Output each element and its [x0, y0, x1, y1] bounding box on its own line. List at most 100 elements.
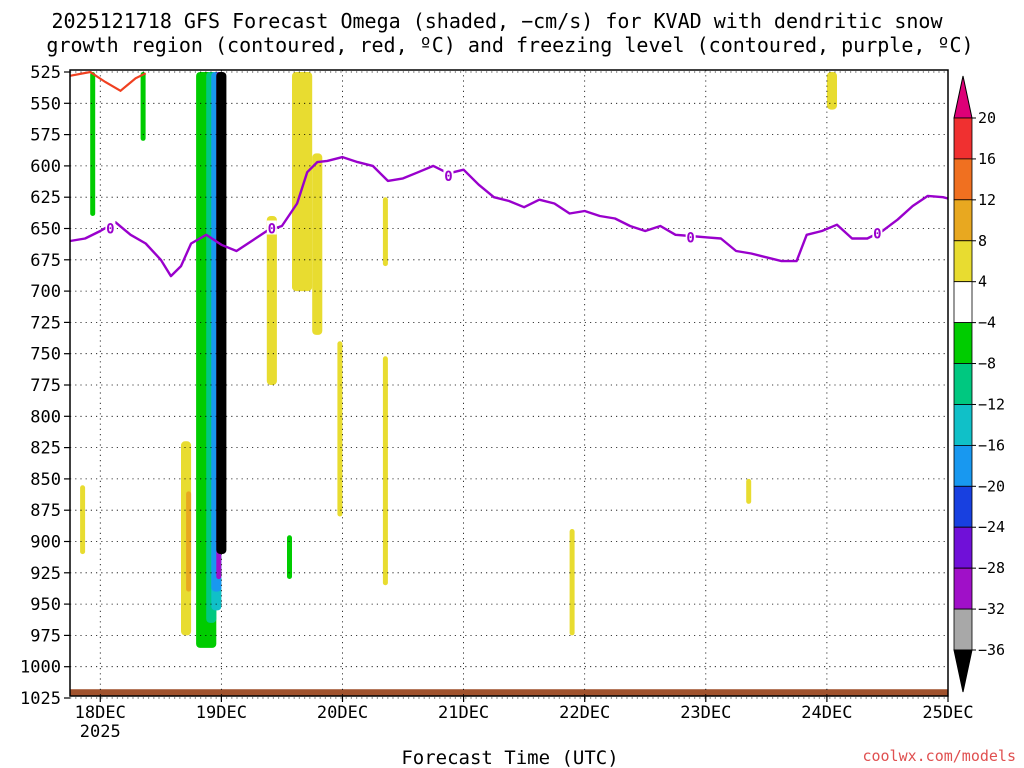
- y-tick-label: 1000: [20, 658, 61, 678]
- omega-cell: [382, 197, 388, 267]
- omega-cell: [746, 478, 752, 504]
- contour-label-bg: [105, 220, 116, 235]
- y-tick-label: 775: [30, 376, 61, 396]
- colorbar-label: −24: [978, 518, 1005, 536]
- x-tick-label: 18DEC: [75, 703, 126, 723]
- contour-label-bg: [443, 167, 454, 182]
- colorbar-label: 8: [978, 232, 987, 250]
- y-tick-label: 625: [30, 188, 61, 208]
- contour-label-bg: [872, 225, 883, 240]
- freezing-level-label: 0: [106, 222, 114, 238]
- omega-cell: [382, 356, 388, 586]
- colorbar-label: 16: [978, 150, 996, 168]
- freezing-level-line: [69, 155, 949, 278]
- freezing-level-label: 0: [686, 230, 694, 246]
- y-tick-label: 800: [30, 407, 61, 427]
- y-axis: 525 550 575 600 625 650 675 700 725 750 775 800 825 8…: [20, 63, 70, 709]
- colorbar: 20 16 12 8 4 −4 −8 −12 −16 −20 −24 −28 −32 −36: [953, 75, 1005, 693]
- y-tick-label: 700: [30, 282, 61, 302]
- y-tick-label: 750: [30, 345, 61, 365]
- colorbar-label: −36: [978, 641, 1005, 659]
- x-axis: 18DEC 19DEC 20DEC 21DEC 22DEC 23DEC 24DEC 25DEC…: [75, 696, 974, 742]
- omega-cell: [569, 529, 575, 636]
- x-axis-title: Forecast Time (UTC): [401, 747, 618, 768]
- colorbar-label: −12: [978, 395, 1005, 413]
- omega-cell: [287, 535, 292, 579]
- colorbar-label: −20: [978, 477, 1005, 495]
- colorbar-label: −8: [978, 355, 996, 373]
- omega-cell: [312, 153, 323, 335]
- colorbar-top-arrow: [953, 75, 973, 119]
- y-tick-label: 875: [30, 501, 61, 521]
- omega-cell: [80, 485, 86, 555]
- x-tick-label: 25DEC: [922, 703, 973, 723]
- y-tick-label: 725: [30, 313, 61, 333]
- y-tick-label: 925: [30, 564, 61, 584]
- colorbar-band: [953, 526, 973, 569]
- colorbar-bottom-arrow: [953, 649, 973, 693]
- credit-text: coolwx.com/models: [862, 747, 1016, 765]
- colorbar-band: [953, 199, 973, 242]
- freezing-level-label: 0: [873, 227, 881, 243]
- x-tick-label: 23DEC: [680, 703, 731, 723]
- dendritic-growth-contour: [69, 70, 147, 93]
- colorbar-label: −4: [978, 314, 996, 332]
- y-tick-label: 525: [30, 63, 61, 83]
- omega-cell: [337, 341, 343, 517]
- y-tick-label: 825: [30, 439, 61, 459]
- y-tick-label: 575: [30, 126, 61, 146]
- colorbar-band: [953, 567, 973, 610]
- y-tick-label: 850: [30, 470, 61, 490]
- colorbar-label: −16: [978, 436, 1005, 454]
- y-tick-label: 600: [30, 157, 61, 177]
- x-tick-label: 20DEC: [317, 703, 368, 723]
- colorbar-band: [953, 281, 973, 324]
- y-tick-label: 650: [30, 220, 61, 240]
- colorbar-band: [953, 117, 973, 160]
- y-tick-label: 1025: [20, 689, 61, 709]
- colorbar-label: 4: [978, 273, 987, 291]
- x-tick-label: 21DEC: [438, 703, 489, 723]
- x-tick-sublabel: 2025: [80, 722, 121, 742]
- freezing-level-label: 0: [444, 169, 452, 185]
- colorbar-band: [953, 322, 973, 364]
- chart-title-line-2: growth region (contoured, red, ºC) and f…: [46, 33, 973, 57]
- surface-fill: [70, 689, 948, 696]
- omega-cell: [216, 72, 227, 554]
- y-tick-label: 550: [30, 94, 61, 114]
- colorbar-band: [953, 608, 973, 651]
- colorbar-band: [953, 444, 973, 487]
- y-tick-label: 675: [30, 251, 61, 271]
- omega-cell: [140, 72, 146, 141]
- grid-lines: [70, 70, 949, 699]
- omega-cell: [90, 72, 96, 216]
- chart-title-line-1: 2025121718 GFS Forecast Omega (shaded, −…: [51, 9, 943, 33]
- colorbar-label: −28: [978, 559, 1005, 577]
- freezing-level-contour: 0 0 0 0 0: [69, 155, 949, 278]
- colorbar-band: [953, 363, 973, 405]
- plot-frame: [69, 69, 949, 697]
- omega-cell: [292, 72, 313, 292]
- colorbar-band: [953, 485, 973, 528]
- colorbar-band: [953, 404, 973, 446]
- y-tick-label: 900: [30, 533, 61, 553]
- dgz-line: [69, 70, 147, 93]
- colorbar-label: −32: [978, 600, 1005, 618]
- contour-label-bg: [266, 220, 277, 235]
- omega-cell: [826, 72, 837, 110]
- x-tick-label: 22DEC: [559, 703, 610, 723]
- colorbar-label: 20: [978, 109, 996, 127]
- omega-cell: [266, 216, 277, 385]
- contour-label-bg: [685, 229, 696, 244]
- colorbar-label: 12: [978, 191, 996, 209]
- colorbar-band: [953, 240, 973, 283]
- colorbar-band: [953, 158, 973, 201]
- y-tick-label: 950: [30, 595, 61, 615]
- omega-shading: [80, 72, 837, 648]
- y-tick-label: 975: [30, 626, 61, 646]
- freezing-level-label: 0: [268, 222, 276, 238]
- x-tick-label: 19DEC: [196, 703, 247, 723]
- plot-area: 0 0 0 0 0: [69, 69, 949, 699]
- omega-cell: [186, 491, 192, 592]
